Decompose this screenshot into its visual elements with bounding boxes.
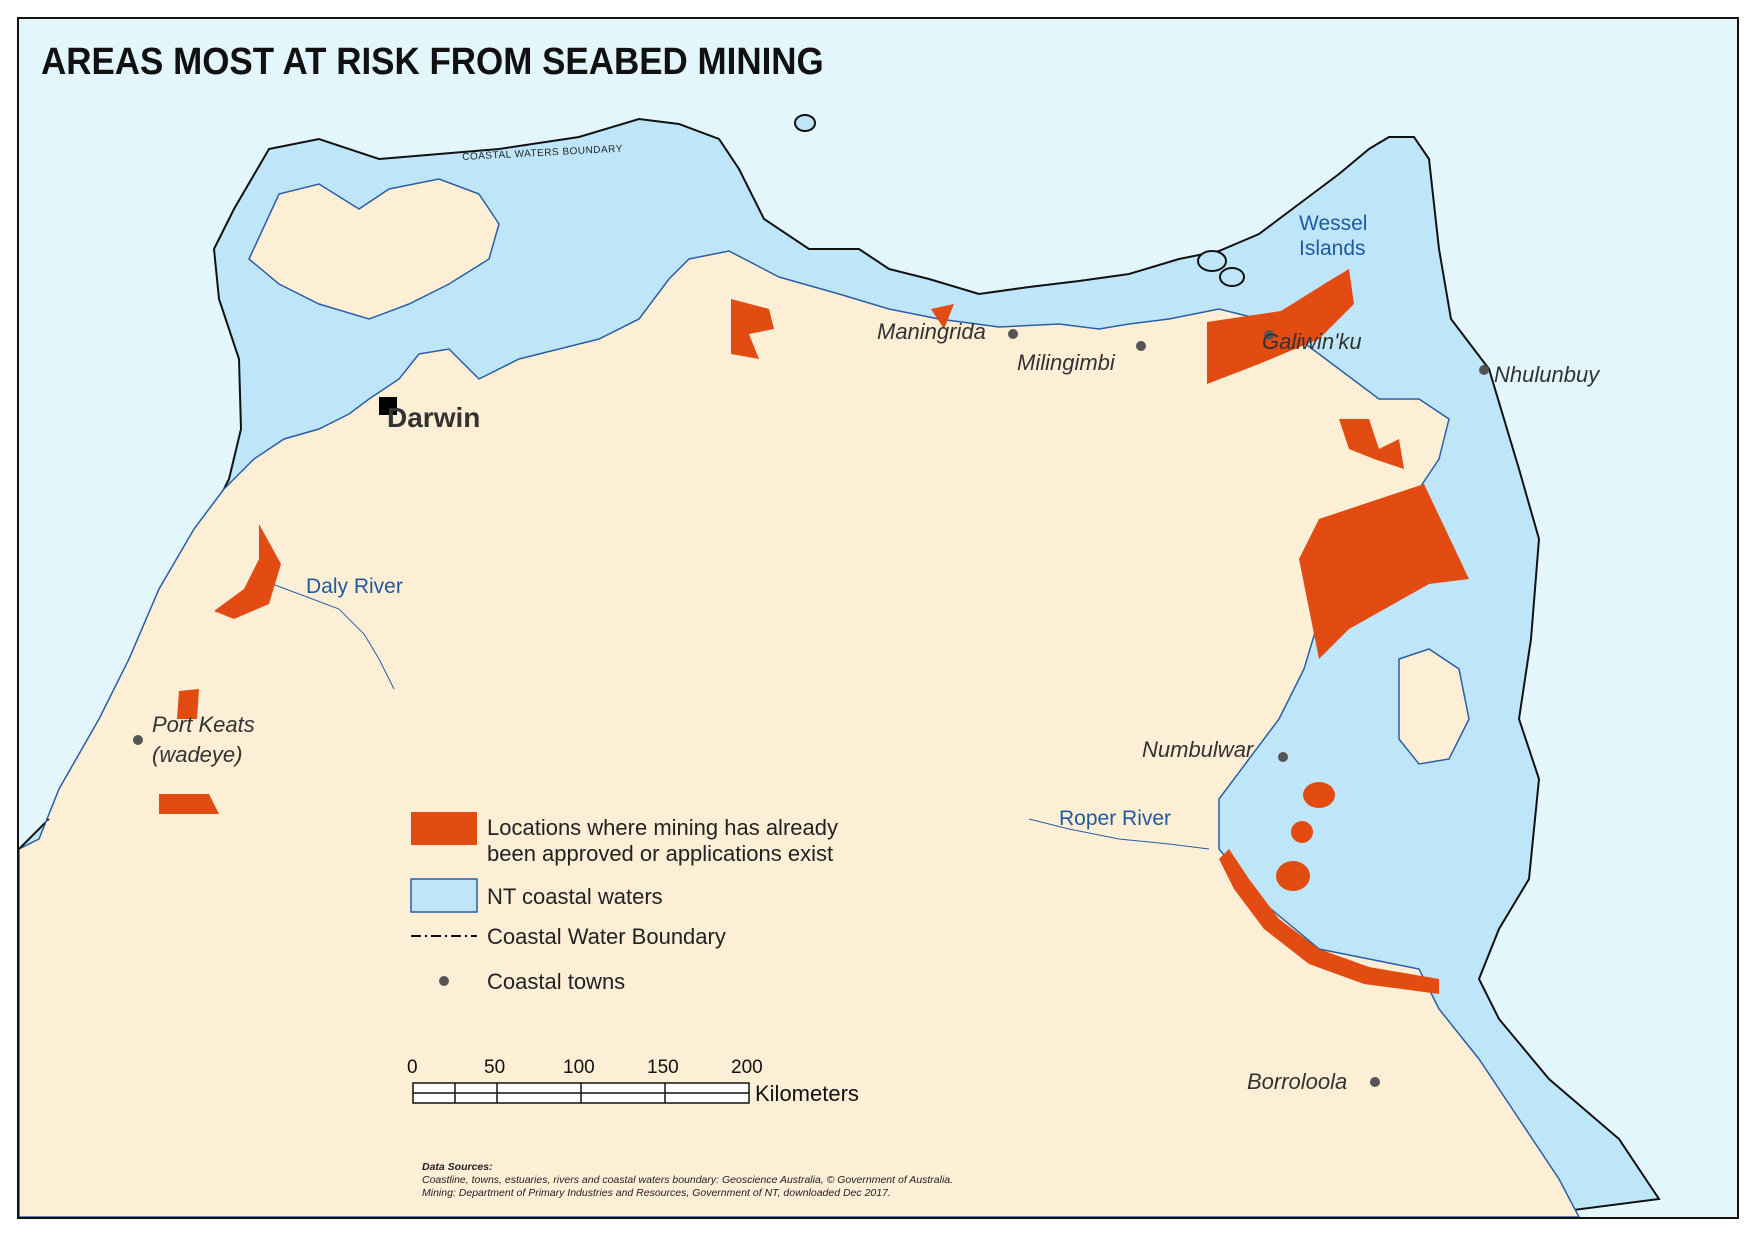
scale-unit: Kilometers bbox=[755, 1081, 859, 1106]
town-dots bbox=[133, 329, 1489, 1087]
legend-mining-label-1: Locations where mining has already bbox=[487, 815, 838, 840]
river-label-daly: Daly River bbox=[306, 575, 403, 598]
mining-area bbox=[1291, 821, 1313, 843]
town-label-nhulunbuy: Nhulunbuy bbox=[1494, 362, 1600, 387]
legend-mining-swatch bbox=[411, 812, 477, 845]
legend-waters-swatch bbox=[410, 878, 478, 913]
sources-line-1: Coastline, towns, estuaries, rivers and … bbox=[422, 1174, 954, 1186]
sources-heading: Data Sources: bbox=[422, 1161, 493, 1173]
map-title: AREAS MOST AT RISK FROM SEABED MINING bbox=[41, 41, 824, 83]
town-label-milingimbi: Milingimbi bbox=[1017, 350, 1115, 375]
land-area bbox=[19, 250, 1580, 1217]
mining-area bbox=[1276, 861, 1310, 891]
map-frame: AREAS MOST AT RISK FROM SEABED MINING CO… bbox=[17, 17, 1739, 1219]
mining-area bbox=[931, 304, 954, 329]
town-dot-numbulwar bbox=[1278, 752, 1288, 762]
town-label-maningrida: Maningrida bbox=[877, 319, 986, 344]
mining-areas bbox=[159, 269, 1469, 994]
map-canvas bbox=[19, 114, 1661, 1217]
daly-river-line bbox=[258, 578, 395, 690]
town-label-numbulwar: Numbulwar bbox=[1142, 737, 1254, 762]
town-dot-galiwinku bbox=[1264, 330, 1274, 340]
mining-area bbox=[1299, 484, 1469, 659]
mining-area bbox=[214, 524, 281, 619]
legend-waters-label: NT coastal waters bbox=[487, 884, 663, 909]
mining-area bbox=[1219, 849, 1439, 994]
legend-towns-label: Coastal towns bbox=[487, 969, 626, 994]
town-label-port-keats: Port Keats bbox=[152, 712, 255, 737]
legend-boundary-label: Coastal Water Boundary bbox=[487, 924, 726, 949]
groote-eylandt bbox=[1398, 648, 1470, 765]
mining-area bbox=[1303, 782, 1335, 808]
sources-line-2: Mining: Department of Primary Industries… bbox=[422, 1187, 891, 1199]
town-label-borroloola: Borroloola bbox=[1247, 1069, 1348, 1094]
islet bbox=[1197, 250, 1227, 272]
legend-mining-label-2: been approved or applications exist bbox=[487, 841, 834, 866]
scale-tick-150: 150 bbox=[647, 1057, 679, 1078]
town-dot-maningrida bbox=[1008, 329, 1018, 339]
mining-area bbox=[731, 299, 774, 359]
islet bbox=[1219, 267, 1245, 287]
scale-tick-0: 0 bbox=[407, 1057, 418, 1078]
coastal-boundary-line bbox=[19, 818, 50, 850]
tiwi-islands bbox=[248, 178, 500, 320]
town-dot-milingimbi bbox=[1136, 341, 1146, 351]
scale-tick-100: 100 bbox=[563, 1057, 595, 1078]
roper-river-line bbox=[1028, 818, 1210, 850]
town-label-galiwinku: Galiwin'ku bbox=[1262, 329, 1362, 354]
mining-area bbox=[1339, 419, 1404, 469]
scale-bar bbox=[412, 1082, 750, 1104]
scale-tick-50: 50 bbox=[484, 1057, 506, 1078]
town-label-wadeye: (wadeye) bbox=[152, 742, 243, 767]
darwin-marker bbox=[379, 397, 397, 415]
island-label-wessel: Wessel bbox=[1299, 212, 1368, 235]
town-dot-nhulunbuy bbox=[1479, 365, 1489, 375]
town-dot-port-keats bbox=[133, 735, 143, 745]
mining-area bbox=[159, 794, 219, 814]
islet bbox=[794, 114, 816, 132]
scale-tick-200: 200 bbox=[731, 1057, 763, 1078]
data-sources: Data Sources: Coastline, towns, estuarie… bbox=[422, 1161, 953, 1200]
river-label-roper: Roper River bbox=[1059, 807, 1172, 830]
island-label-islands: Islands bbox=[1299, 237, 1366, 260]
mining-area bbox=[1207, 269, 1354, 384]
legend-town-dot bbox=[439, 976, 449, 986]
mining-area bbox=[177, 689, 199, 719]
town-dot-borroloola bbox=[1370, 1077, 1380, 1087]
capital-label: Darwin bbox=[387, 402, 481, 433]
